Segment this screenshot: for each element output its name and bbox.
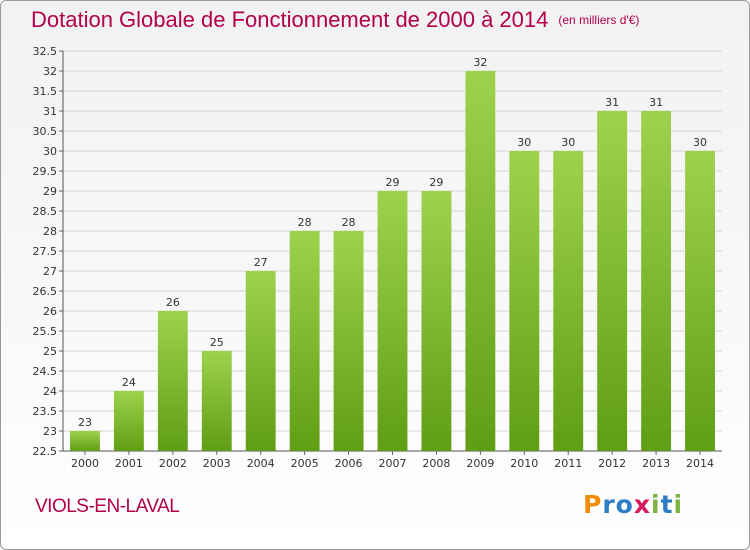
y-tick-label: 32.5 — [33, 45, 58, 58]
bar-2002 — [157, 311, 188, 451]
chart-title: Dotation Globale de Fonctionnement de 20… — [31, 7, 549, 32]
data-label-2008: 29 — [429, 176, 443, 189]
y-tick-label: 32 — [43, 65, 57, 78]
bar-2005 — [289, 231, 320, 451]
data-label-2002: 26 — [166, 296, 180, 309]
x-tick-label: 2004 — [247, 457, 275, 470]
y-tick-label: 30 — [43, 145, 57, 158]
y-tick-label: 24 — [43, 385, 57, 398]
chart-subtitle: (en milliers d'€) — [558, 13, 640, 27]
commune-name: VIOLS-EN-LAVAL — [35, 496, 180, 517]
data-label-2000: 23 — [78, 416, 92, 429]
x-tick-label: 2005 — [291, 457, 319, 470]
y-tick-label: 25 — [43, 345, 57, 358]
data-label-2009: 32 — [473, 56, 487, 69]
data-label-2007: 29 — [386, 176, 400, 189]
y-tick-label: 26 — [43, 305, 57, 318]
bar-2008 — [421, 191, 452, 451]
data-label-2014: 30 — [693, 136, 707, 149]
bar-2000 — [70, 431, 100, 451]
logo-letter: t — [660, 490, 674, 519]
x-tick-label: 2007 — [379, 457, 407, 470]
y-tick-label: 28 — [43, 225, 57, 238]
logo-letter: i — [673, 490, 684, 519]
x-tick-label: 2006 — [335, 457, 363, 470]
x-tick-label: 2013 — [642, 457, 670, 470]
y-tick-label: 27.5 — [33, 245, 58, 258]
y-tick-label: 29 — [43, 185, 57, 198]
data-label-2013: 31 — [649, 96, 663, 109]
bar-2004 — [245, 271, 276, 451]
chart-title-row: Dotation Globale de Fonctionnement de 20… — [31, 7, 639, 33]
bar-2006 — [333, 231, 364, 451]
y-tick-label: 29.5 — [33, 165, 58, 178]
bar-2009 — [465, 71, 496, 451]
logo-letter: i — [651, 490, 661, 519]
y-tick-label: 28.5 — [33, 205, 58, 218]
x-tick-label: 2002 — [159, 457, 187, 470]
x-tick-label: 2009 — [466, 457, 494, 470]
bar-2013 — [641, 111, 672, 451]
data-label-2004: 27 — [254, 256, 268, 269]
logo-letter: x — [633, 490, 651, 519]
logo-letter: P — [583, 490, 603, 519]
y-tick-label: 24.5 — [33, 365, 58, 378]
data-label-2001: 24 — [122, 376, 136, 389]
data-label-2012: 31 — [605, 96, 619, 109]
x-tick-label: 2000 — [71, 457, 99, 470]
bar-2003 — [201, 351, 232, 451]
data-label-2006: 28 — [342, 216, 356, 229]
x-tick-label: 2001 — [115, 457, 143, 470]
y-tick-label: 23.5 — [33, 405, 58, 418]
x-tick-label: 2010 — [510, 457, 538, 470]
y-tick-label: 23 — [43, 425, 57, 438]
bar-2007 — [377, 191, 408, 451]
y-tick-label: 25.5 — [33, 325, 58, 338]
y-tick-label: 30.5 — [33, 125, 58, 138]
bar-2001 — [113, 391, 144, 451]
logo-letter: r — [602, 490, 616, 519]
bar-2014 — [685, 151, 715, 451]
data-label-2005: 28 — [298, 216, 312, 229]
x-tick-label: 2012 — [598, 457, 626, 470]
y-tick-label: 31 — [43, 105, 57, 118]
bar-2010 — [509, 151, 540, 451]
proxiti-logo: Proxiti — [583, 490, 683, 519]
bar-2011 — [553, 151, 584, 451]
data-label-2010: 30 — [517, 136, 531, 149]
x-tick-label: 2011 — [554, 457, 582, 470]
data-label-2003: 25 — [210, 336, 224, 349]
x-tick-label: 2008 — [422, 457, 450, 470]
y-tick-label: 27 — [43, 265, 57, 278]
y-tick-label: 31.5 — [33, 85, 58, 98]
x-tick-label: 2003 — [203, 457, 231, 470]
logo-letter: o — [615, 490, 634, 519]
y-tick-label: 22.5 — [33, 445, 58, 458]
bar-2012 — [597, 111, 628, 451]
y-tick-label: 26.5 — [33, 285, 58, 298]
data-label-2011: 30 — [561, 136, 575, 149]
x-tick-label: 2014 — [686, 457, 714, 470]
